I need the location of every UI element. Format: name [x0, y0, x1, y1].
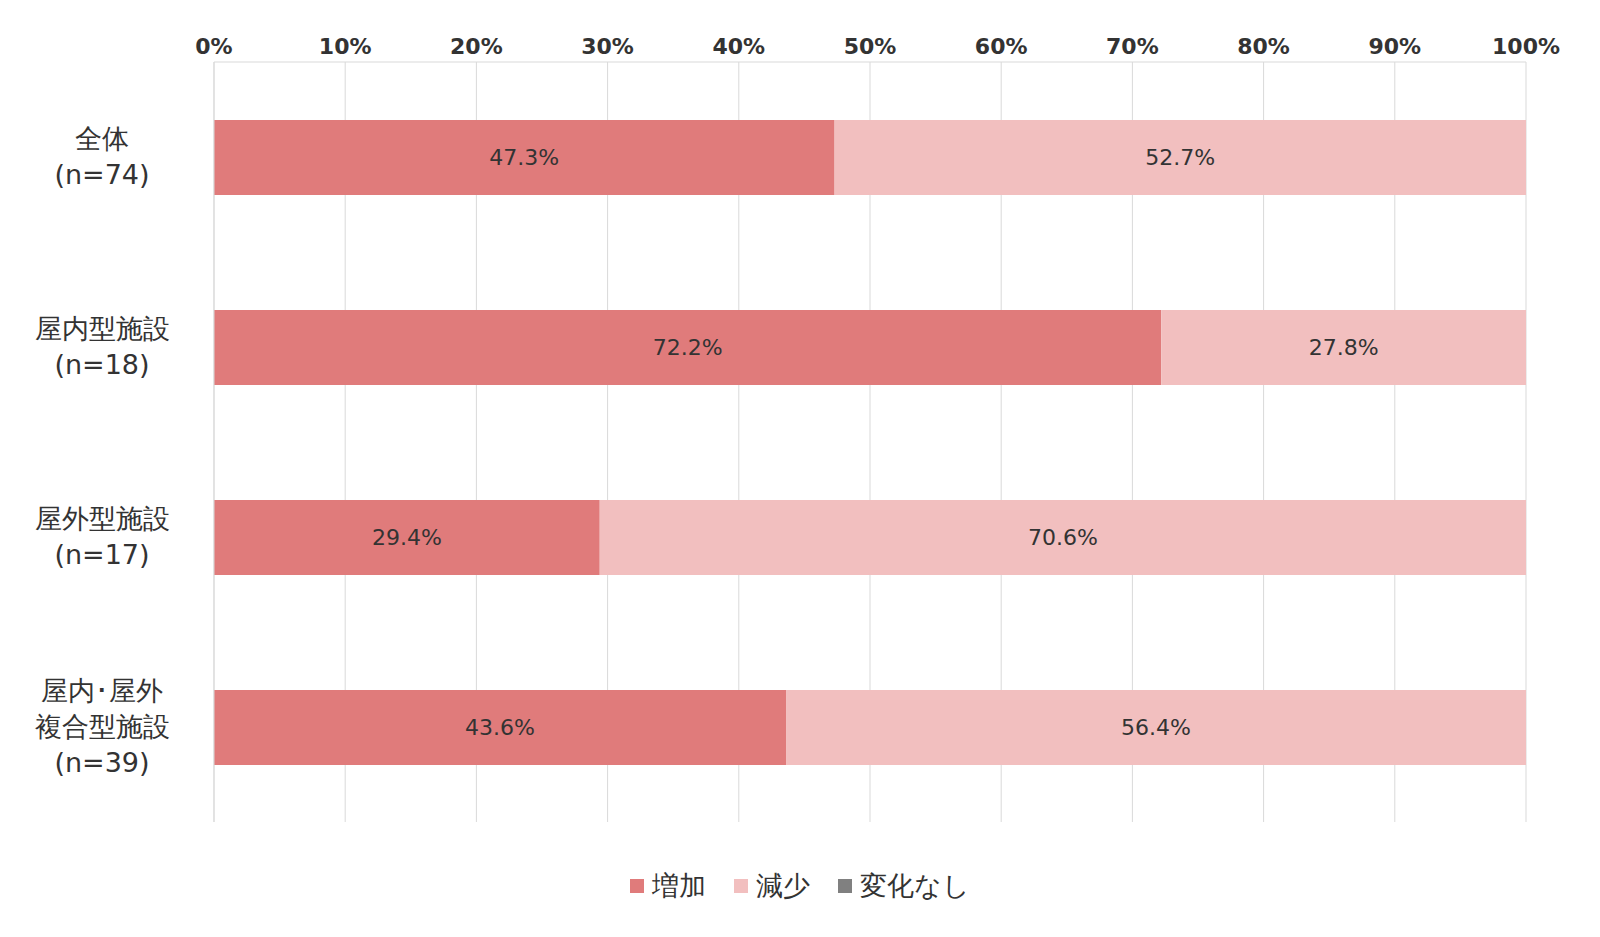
svg-text:(n=17): (n=17) — [54, 539, 149, 570]
svg-text:30%: 30% — [581, 34, 634, 59]
svg-text:(n=39): (n=39) — [54, 747, 149, 778]
svg-text:(n=74): (n=74) — [54, 159, 149, 190]
svg-text:80%: 80% — [1237, 34, 1290, 59]
svg-text:43.6%: 43.6% — [465, 715, 535, 740]
svg-text:60%: 60% — [975, 34, 1028, 59]
svg-text:47.3%: 47.3% — [489, 145, 559, 170]
svg-text:10%: 10% — [319, 34, 372, 59]
svg-text:100%: 100% — [1492, 34, 1560, 59]
svg-text:複合型施設: 複合型施設 — [35, 711, 170, 742]
svg-text:屋内型施設: 屋内型施設 — [35, 313, 170, 344]
svg-text:72.2%: 72.2% — [653, 335, 723, 360]
svg-text:0%: 0% — [195, 34, 232, 59]
svg-text:全体: 全体 — [75, 123, 129, 154]
svg-text:屋外型施設: 屋外型施設 — [35, 503, 170, 534]
svg-text:70%: 70% — [1106, 34, 1159, 59]
svg-text:29.4%: 29.4% — [372, 525, 442, 550]
svg-text:27.8%: 27.8% — [1309, 335, 1379, 360]
svg-text:70.6%: 70.6% — [1028, 525, 1098, 550]
svg-text:50%: 50% — [844, 34, 897, 59]
html-text:減少: 減少 — [756, 870, 810, 901]
svg-text:40%: 40% — [712, 34, 765, 59]
svg-text:56.4%: 56.4% — [1121, 715, 1191, 740]
svg-text:(n=18): (n=18) — [54, 349, 149, 380]
svg-text:屋内･屋外: 屋内･屋外 — [41, 675, 163, 706]
svg-text:90%: 90% — [1368, 34, 1421, 59]
html-text:変化なし: 変化なし — [860, 870, 970, 901]
svg-text:52.7%: 52.7% — [1145, 145, 1215, 170]
svg-text:20%: 20% — [450, 34, 503, 59]
html-text:増加: 増加 — [652, 870, 706, 901]
